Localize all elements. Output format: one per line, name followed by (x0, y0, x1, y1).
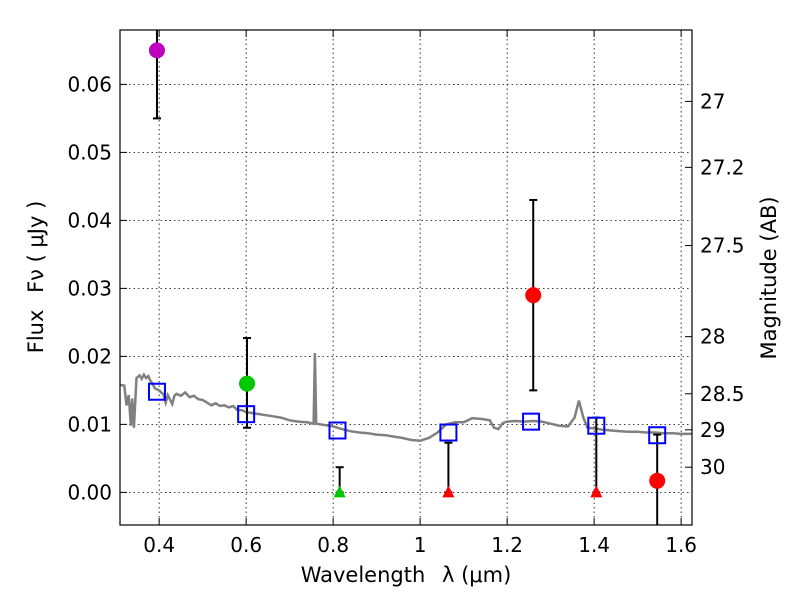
y-tick-label: 0.05 (67, 140, 112, 164)
model-photometry-square (328, 421, 347, 440)
x-tick-label: 0.6 (230, 533, 262, 557)
right-tick-label: 28.5 (700, 382, 745, 406)
y-tick-label: 0.03 (67, 276, 112, 300)
upper-limit-triangle (442, 485, 455, 498)
grid-lines (120, 30, 692, 525)
y-axis-label-symbol: Fν ( μJy ) (24, 201, 48, 293)
y-tick-label: 0.02 (67, 344, 112, 368)
x-axis-label: Wavelength λ (μm) (301, 563, 512, 587)
x-tick-label: 1.4 (578, 533, 610, 557)
y-tick-label: 0.06 (67, 72, 112, 96)
x-tick-label: 1.2 (491, 533, 523, 557)
error-bars (152, 30, 662, 525)
right-tick-label: 29 (700, 418, 725, 442)
model-photometry-square (237, 405, 256, 424)
upper-limit-triangle (590, 485, 603, 498)
x-tick-label: 0.4 (143, 533, 175, 557)
model-photometry-square (648, 426, 667, 445)
x-tick-label: 1 (414, 533, 427, 557)
x-axis-label-text: Wavelength (301, 563, 426, 587)
model-spectrum-line (119, 352, 692, 442)
observed-flux-point (525, 287, 542, 304)
y-tick-label: 0.01 (67, 412, 112, 436)
model-photometry-points (147, 382, 667, 445)
x-tick-label: 0.8 (317, 533, 349, 557)
model-photometry-square (439, 423, 458, 442)
right-tick-label: 28 (700, 325, 725, 349)
upper-limit-triangle (333, 485, 346, 498)
model-photometry-square (587, 416, 606, 435)
axis-ticks: 0.4 0.6 0.8 1 1.2 1.4 1.6 0.00 0.01 0.02 0.03 0.04 0… (67, 30, 745, 557)
y-axis-label: Flux Fν ( μJy ) (24, 201, 48, 354)
right-tick-label: 27.5 (700, 234, 745, 258)
observed-flux-point (239, 375, 256, 392)
plot-frame (119, 29, 693, 526)
right-axis-label: Magnitude (AB) (757, 196, 781, 359)
observed-flux-point (649, 472, 666, 489)
observed-flux-point (148, 42, 165, 59)
right-tick-label: 27 (700, 89, 725, 113)
model-photometry-square (147, 382, 166, 401)
x-tick-label: 1.6 (665, 533, 697, 557)
model-photometry-square (522, 412, 541, 431)
x-axis-label-symbol: λ (μm) (442, 563, 511, 587)
y-axis-label-text: Flux (24, 310, 48, 354)
y-tick-label: 0.04 (67, 208, 112, 232)
observed-points (148, 42, 666, 498)
model-spectrum (119, 352, 692, 442)
right-tick-label: 30 (700, 455, 725, 479)
y-tick-label: 0.00 (67, 480, 112, 504)
right-tick-label: 27.2 (700, 155, 745, 179)
